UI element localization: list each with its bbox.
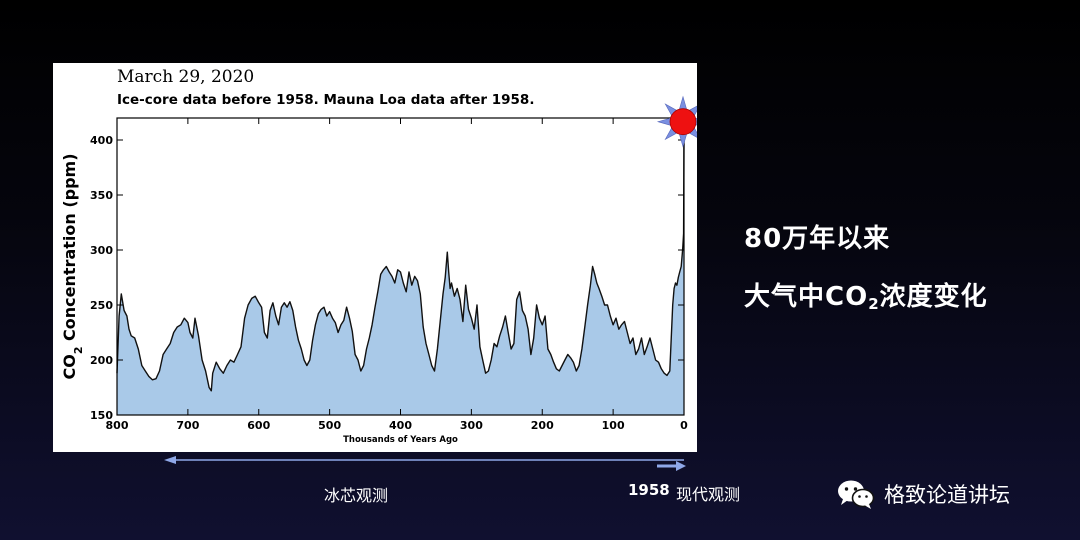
side-title-prefix: 大气中CO <box>744 282 869 312</box>
axes: 150 200 250 300 350 400 800 700 600 500 400 300 200 1… <box>60 117 688 445</box>
sun-ray <box>656 117 671 126</box>
modern-caption: 现代观测 <box>676 485 741 504</box>
y-tick-label: 400 <box>90 134 113 147</box>
y-tick-label: 150 <box>90 409 113 422</box>
co2-area <box>117 125 684 415</box>
chart-panel: March 29, 2020 Ice-core data before 1958… <box>53 63 697 452</box>
brand-label: 格致论道讲坛 <box>884 483 1010 507</box>
x-tick-label: 100 <box>602 419 625 432</box>
chart-title: Ice-core data before 1958. Mauna Loa dat… <box>117 92 534 108</box>
side-title-suffix: 浓度变化 <box>879 282 988 312</box>
x-tick-label: 600 <box>247 419 270 432</box>
sun-disc <box>669 108 697 136</box>
year-caption: 1958 <box>628 481 670 499</box>
arrow-right-head <box>676 461 686 471</box>
brand: 格致论道讲坛 <box>836 478 1010 510</box>
ice-core-caption: 冰芯观测 <box>324 486 389 505</box>
x-tick-label: 0 <box>680 419 688 432</box>
x-tick-label: 800 <box>106 419 129 432</box>
side-title-line1: 80万年以来 <box>744 224 891 254</box>
x-tick-label: 700 <box>176 419 199 432</box>
sun-ray <box>679 95 687 110</box>
y-tick-label: 300 <box>90 244 113 257</box>
co2-line <box>116 125 685 392</box>
y-tick-label: 350 <box>90 189 113 202</box>
x-axis-label: Thousands of Years Ago <box>343 435 458 445</box>
x-tick-label: 400 <box>389 419 412 432</box>
co2-chart: March 29, 2020 Ice-core data before 1958… <box>60 67 697 445</box>
x-tick-label: 300 <box>460 419 483 432</box>
y-tick-label: 200 <box>90 354 113 367</box>
sun-icon <box>656 95 697 148</box>
x-tick-label: 500 <box>318 419 341 432</box>
y-axis-label: CO2 Concentration (ppm) <box>60 153 85 379</box>
arrow-left-head <box>164 456 176 464</box>
timeline-arrows <box>164 456 686 471</box>
side-title-subscript: 2 <box>868 295 880 313</box>
wechat-icon <box>838 480 875 509</box>
side-title-line2: 大气中CO2浓度变化 <box>744 276 988 313</box>
x-tick-label: 200 <box>531 419 554 432</box>
chart-date: March 29, 2020 <box>117 67 254 87</box>
y-tick-label: 250 <box>90 299 113 312</box>
plot-area <box>116 125 685 415</box>
